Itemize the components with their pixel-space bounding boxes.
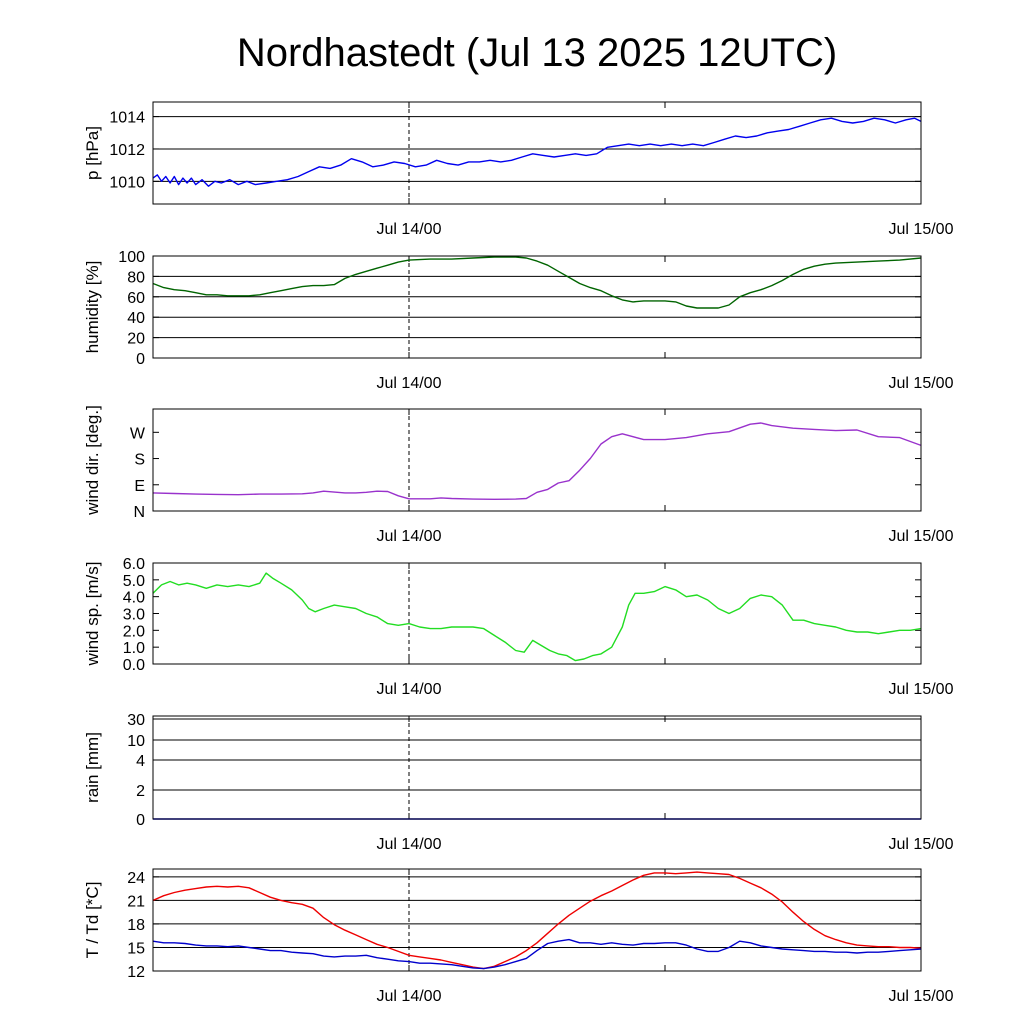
y-tick-label: 20 bbox=[127, 331, 145, 348]
x-tick-label: Jul 15/00 bbox=[889, 221, 954, 238]
y-axis-label: wind sp. [m/s] bbox=[83, 562, 102, 667]
y-tick-label: 1012 bbox=[109, 142, 145, 159]
x-tick-label: Jul 14/00 bbox=[377, 221, 442, 238]
y-tick-label: 100 bbox=[118, 249, 145, 266]
plot-frame bbox=[152, 715, 922, 820]
page-title: Nordhastedt (Jul 13 2025 12UTC) bbox=[237, 31, 837, 75]
y-axis-label: humidity [%] bbox=[83, 261, 102, 354]
y-axis-label: T / Td [*C] bbox=[83, 882, 102, 959]
series-line bbox=[152, 422, 922, 500]
y-tick-label: 40 bbox=[127, 310, 145, 327]
y-tick-label: 15 bbox=[127, 940, 145, 957]
y-tick-label: 24 bbox=[127, 870, 145, 887]
y-tick-label: 1014 bbox=[109, 110, 145, 127]
x-tick-label: Jul 14/00 bbox=[377, 681, 442, 698]
plot-frame bbox=[152, 408, 922, 512]
y-tick-label: 4 bbox=[136, 753, 145, 770]
x-tick-label: Jul 15/00 bbox=[889, 375, 954, 392]
y-tick-label: 5.0 bbox=[123, 573, 145, 590]
series-line bbox=[152, 938, 922, 970]
y-tick-label: E bbox=[134, 478, 145, 495]
panel-pressure: 1010 1012 1014 Jul 14/00 Jul 15/00 p [hPa] bbox=[83, 101, 954, 238]
y-tick-label: 4.0 bbox=[123, 590, 145, 607]
y-tick-label: 60 bbox=[127, 290, 145, 307]
y-axis-label: wind dir. [deg.] bbox=[83, 405, 102, 516]
y-tick-label: 6.0 bbox=[123, 556, 145, 573]
panel-rain: 0 2 4 10 30 Jul 14/00 Jul 15/00 rain [mm] bbox=[83, 712, 954, 853]
x-tick-label: Jul 14/00 bbox=[377, 836, 442, 853]
y-tick-label: 3.0 bbox=[123, 607, 145, 624]
plot-frame bbox=[152, 562, 922, 665]
y-tick-label: 2.0 bbox=[123, 623, 145, 640]
x-tick-label: Jul 15/00 bbox=[889, 836, 954, 853]
panel-humidity: 0 20 40 60 80 100 Jul 14/00 Jul 15/00 humidity [… bbox=[83, 249, 954, 392]
series-line bbox=[152, 256, 922, 309]
y-tick-label: W bbox=[130, 425, 146, 442]
y-tick-label: 0 bbox=[136, 812, 145, 829]
plot-frame bbox=[152, 255, 922, 359]
y-tick-label: 12 bbox=[127, 964, 145, 981]
y-tick-label: 30 bbox=[127, 712, 145, 729]
y-tick-label: 80 bbox=[127, 269, 145, 286]
y-tick-label: N bbox=[133, 504, 145, 521]
y-tick-label: 0.0 bbox=[123, 657, 145, 674]
y-axis-label: p [hPa] bbox=[83, 126, 102, 180]
y-tick-label: 0 bbox=[136, 351, 145, 368]
x-tick-label: Jul 14/00 bbox=[377, 528, 442, 545]
panel-wind-speed: 0.01.02.03.04.05.06.0 Jul 14/00 Jul 15/00 w… bbox=[83, 556, 954, 698]
series-line bbox=[152, 117, 922, 187]
y-tick-label: 1.0 bbox=[123, 640, 145, 657]
series-line bbox=[152, 572, 922, 662]
panel-temperature-dewpoint: 12 15 18 21 24 Jul 14/00 Jul 15/00 T / Td [*C] bbox=[83, 868, 954, 1005]
series-line bbox=[152, 871, 922, 970]
x-tick-label: Jul 14/00 bbox=[377, 375, 442, 392]
y-tick-label: 21 bbox=[127, 893, 145, 910]
x-tick-label: Jul 15/00 bbox=[889, 681, 954, 698]
plot-frame bbox=[152, 101, 922, 205]
y-axis-label: rain [mm] bbox=[83, 732, 102, 803]
y-tick-label: 18 bbox=[127, 917, 145, 934]
plot-frame bbox=[152, 868, 922, 972]
y-tick-label: 10 bbox=[127, 733, 145, 750]
x-tick-label: Jul 15/00 bbox=[889, 988, 954, 1005]
x-tick-label: Jul 14/00 bbox=[377, 988, 442, 1005]
y-tick-label: 1010 bbox=[109, 174, 145, 191]
y-tick-label: 2 bbox=[136, 783, 145, 800]
y-tick-label: S bbox=[134, 452, 145, 469]
x-tick-label: Jul 15/00 bbox=[889, 528, 954, 545]
